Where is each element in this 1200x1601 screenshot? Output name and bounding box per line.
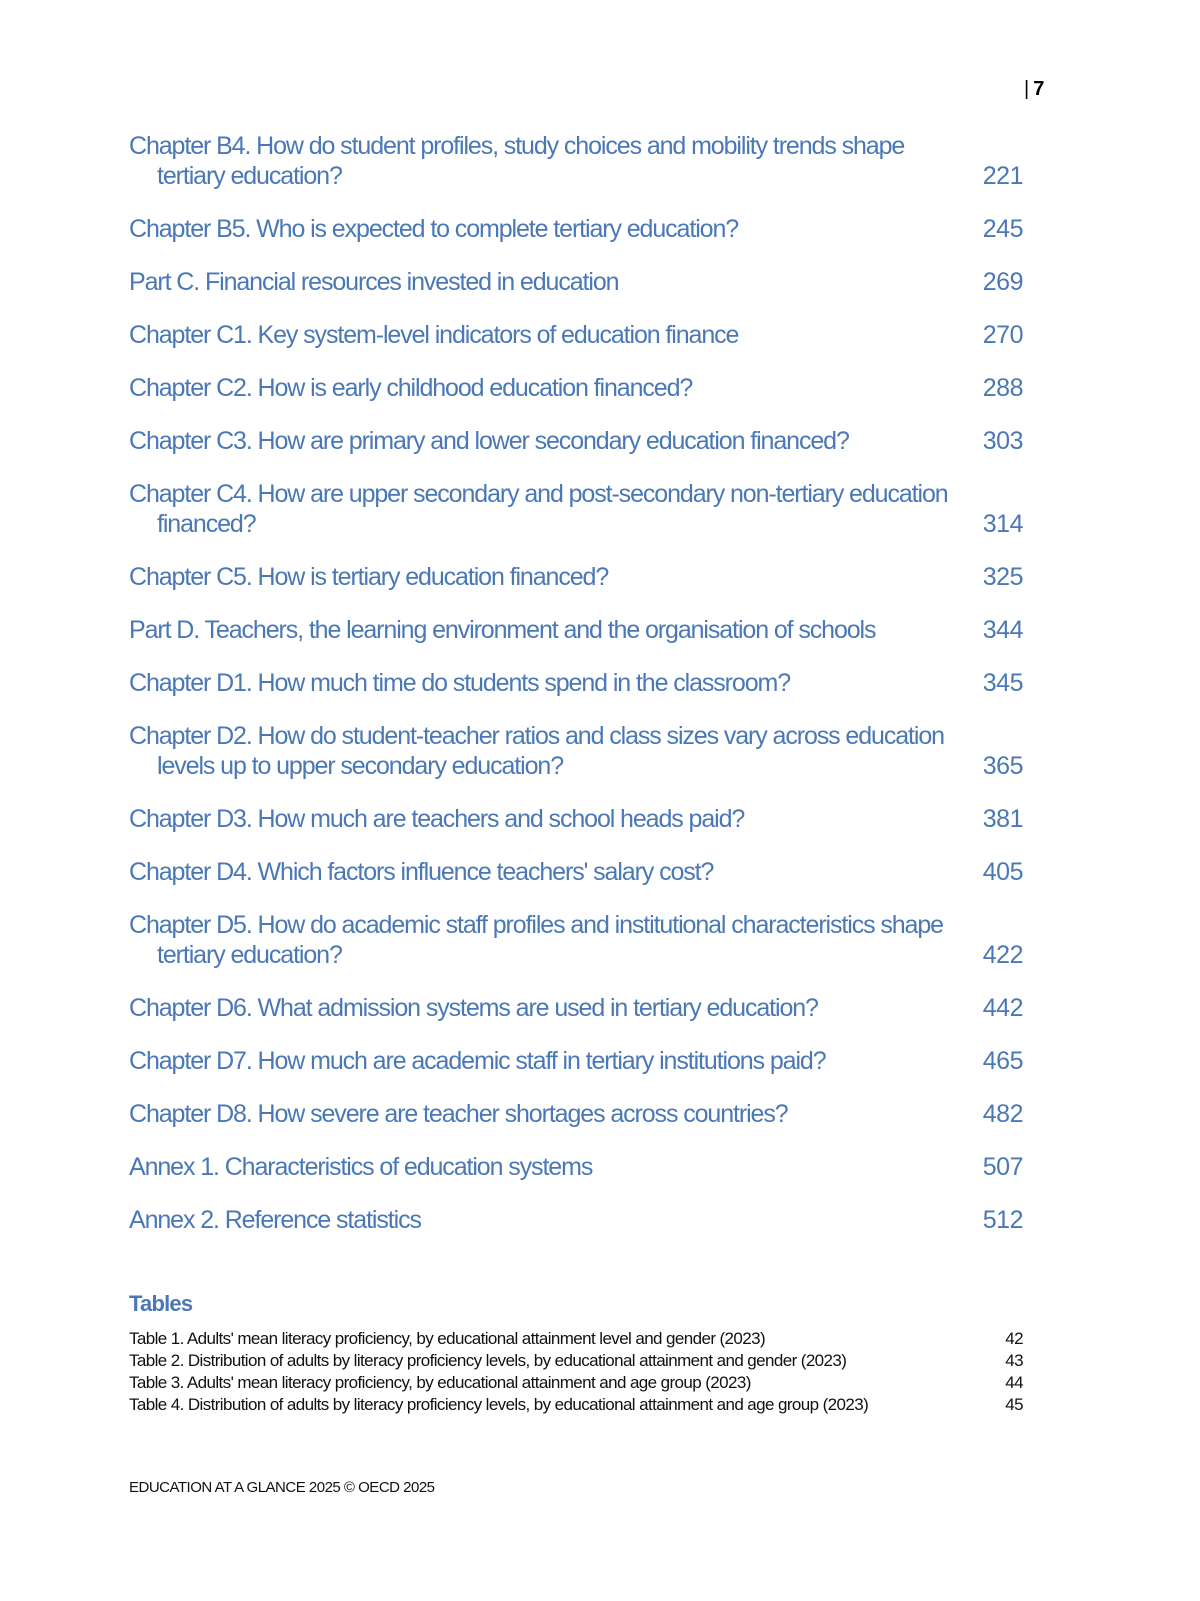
table-of-contents: Chapter B4. How do student profiles, stu… <box>129 131 1024 1258</box>
toc-entry-title: Annex 2. Reference statistics <box>129 1206 422 1234</box>
toc-entry-title: Chapter D7. How much are academic staff … <box>129 1047 827 1075</box>
toc-entry-page: 325 <box>982 563 1024 591</box>
toc-entry[interactable]: Chapter B4. How do student profiles, stu… <box>129 131 1024 191</box>
tables-list: Table 1. Adults' mean literacy proficien… <box>129 1328 1024 1416</box>
toc-entry-title: Chapter D6. What admission systems are u… <box>129 994 819 1022</box>
toc-entry-page: 303 <box>982 427 1024 455</box>
toc-entry-page: 269 <box>982 268 1024 296</box>
toc-entry-title: financed? <box>157 510 257 538</box>
toc-entry[interactable]: Chapter C3. How are primary and lower se… <box>129 426 1024 456</box>
toc-entry-page: 422 <box>982 941 1024 969</box>
toc-entry-page: 270 <box>982 321 1024 349</box>
toc-entry[interactable]: Chapter D4. Which factors influence teac… <box>129 857 1024 887</box>
table-title: Table 4. Distribution of adults by liter… <box>129 1395 869 1414</box>
toc-entry[interactable]: Chapter D3. How much are teachers and sc… <box>129 804 1024 834</box>
footer: EDUCATION AT A GLANCE 2025 © OECD 2025 <box>129 1479 435 1496</box>
toc-entry-title: Chapter D5. How do academic staff profil… <box>129 911 944 939</box>
toc-entry-title: Part C. Financial resources invested in … <box>129 268 620 296</box>
toc-entry[interactable]: Chapter D6. What admission systems are u… <box>129 993 1024 1023</box>
toc-entry-title: Chapter B4. How do student profiles, stu… <box>129 132 905 160</box>
table-page: 45 <box>1005 1395 1023 1414</box>
toc-entry-page: 288 <box>982 374 1024 402</box>
toc-entry-title: tertiary education? <box>157 941 343 969</box>
toc-entry-page: 381 <box>982 805 1024 833</box>
toc-entry[interactable]: Chapter C1. Key system-level indicators … <box>129 320 1024 350</box>
toc-entry-page: 245 <box>982 215 1024 243</box>
toc-entry-title: Chapter D8. How severe are teacher short… <box>129 1100 789 1128</box>
toc-entry[interactable]: Chapter C5. How is tertiary education fi… <box>129 562 1024 592</box>
toc-entry-page: 221 <box>982 162 1024 190</box>
table-page: 44 <box>1005 1373 1023 1392</box>
toc-entry-page: 405 <box>982 858 1024 886</box>
toc-entry-page: 442 <box>982 994 1024 1022</box>
toc-entry-title: Chapter D4. Which factors influence teac… <box>129 858 714 886</box>
toc-entry[interactable]: Chapter D8. How severe are teacher short… <box>129 1099 1024 1129</box>
toc-entry-page: 512 <box>982 1206 1024 1234</box>
toc-entry-title: Chapter C3. How are primary and lower se… <box>129 427 850 455</box>
toc-entry-page: 482 <box>982 1100 1024 1128</box>
toc-entry-page: 314 <box>982 510 1024 538</box>
toc-entry-title: Chapter C4. How are upper secondary and … <box>129 480 949 508</box>
toc-entry[interactable]: Chapter D7. How much are academic staff … <box>129 1046 1024 1076</box>
table-list-item[interactable]: Table 2. Distribution of adults by liter… <box>129 1350 1024 1372</box>
toc-entry-page: 465 <box>982 1047 1024 1075</box>
page-number-value: 7 <box>1033 78 1045 100</box>
page-number: | 7 <box>1024 78 1045 100</box>
toc-entry-title: Chapter C2. How is early childhood educa… <box>129 374 693 402</box>
toc-entry-title: Chapter D3. How much are teachers and sc… <box>129 805 745 833</box>
toc-entry[interactable]: Chapter B5. Who is expected to complete … <box>129 214 1024 244</box>
toc-entry-title: Chapter D1. How much time do students sp… <box>129 669 791 697</box>
toc-entry-title: Annex 1. Characteristics of education sy… <box>129 1153 593 1181</box>
table-list-item[interactable]: Table 4. Distribution of adults by liter… <box>129 1394 1024 1416</box>
toc-entry-title: Chapter C5. How is tertiary education fi… <box>129 563 609 591</box>
toc-entry[interactable]: Chapter D5. How do academic staff profil… <box>129 910 1024 970</box>
toc-entry-title: Chapter B5. Who is expected to complete … <box>129 215 739 243</box>
toc-entry-page: 365 <box>982 752 1024 780</box>
toc-entry-title: Part D. Teachers, the learning environme… <box>129 616 877 644</box>
toc-entry-title: levels up to upper secondary education? <box>157 752 564 780</box>
toc-entry[interactable]: Chapter D1. How much time do students sp… <box>129 668 1024 698</box>
toc-entry[interactable]: Annex 1. Characteristics of education sy… <box>129 1152 1024 1182</box>
table-page: 43 <box>1005 1351 1023 1370</box>
toc-entry[interactable]: Part D. Teachers, the learning environme… <box>129 615 1024 645</box>
table-title: Table 2. Distribution of adults by liter… <box>129 1351 847 1370</box>
toc-entry[interactable]: Part C. Financial resources invested in … <box>129 267 1024 297</box>
toc-entry[interactable]: Annex 2. Reference statistics 512 <box>129 1205 1024 1235</box>
toc-entry[interactable]: Chapter C4. How are upper secondary and … <box>129 479 1024 539</box>
tables-heading: Tables <box>129 1291 193 1316</box>
table-title: Table 1. Adults' mean literacy proficien… <box>129 1329 766 1348</box>
toc-entry-page: 507 <box>982 1153 1024 1181</box>
toc-entry[interactable]: Chapter D2. How do student-teacher ratio… <box>129 721 1024 781</box>
toc-entry-page: 344 <box>982 616 1024 644</box>
toc-entry-page: 345 <box>982 669 1024 697</box>
toc-entry[interactable]: Chapter C2. How is early childhood educa… <box>129 373 1024 403</box>
table-list-item[interactable]: Table 1. Adults' mean literacy proficien… <box>129 1328 1024 1350</box>
toc-entry-title: Chapter C1. Key system-level indicators … <box>129 321 739 349</box>
toc-entry-title: tertiary education? <box>157 162 343 190</box>
table-list-item[interactable]: Table 3. Adults' mean literacy proficien… <box>129 1372 1024 1394</box>
toc-entry-title: Chapter D2. How do student-teacher ratio… <box>129 722 945 750</box>
table-page: 42 <box>1005 1329 1023 1348</box>
table-title: Table 3. Adults' mean literacy proficien… <box>129 1373 751 1392</box>
